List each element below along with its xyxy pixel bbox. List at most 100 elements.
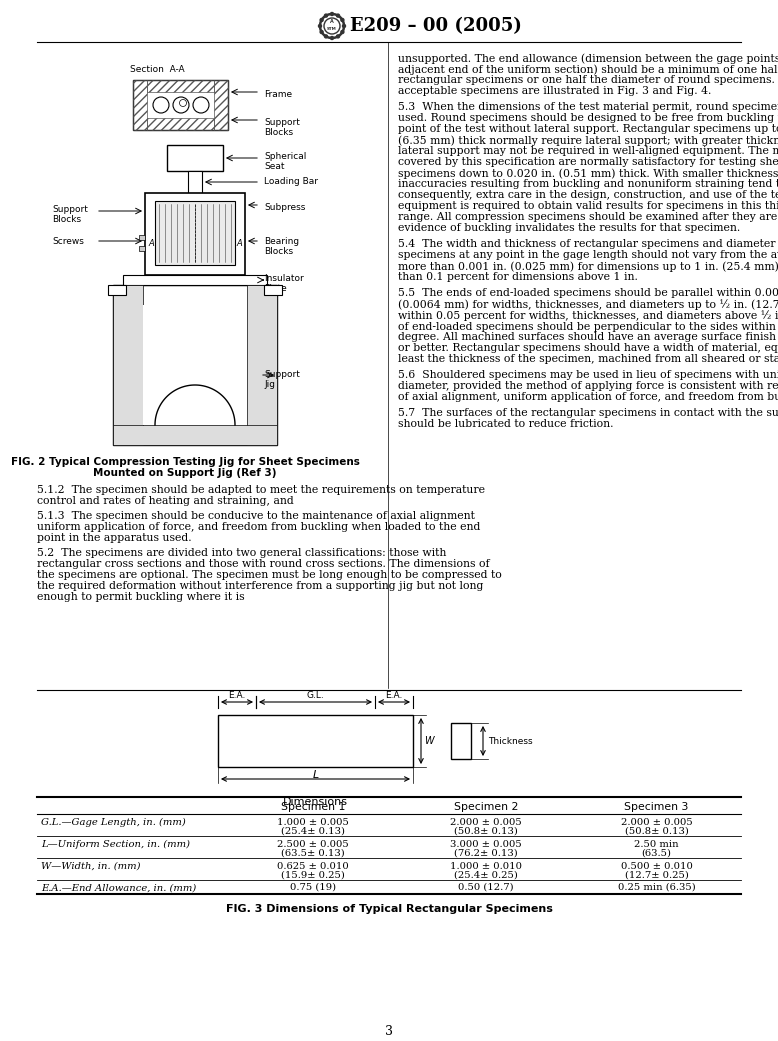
Text: rectangular cross sections and those with round cross sections. The dimensions o: rectangular cross sections and those wit… [37,559,489,569]
Text: should be lubricated to reduce friction.: should be lubricated to reduce friction. [398,418,614,429]
Bar [147,80,214,92]
Text: 5.7  The surfaces of the rectangular specimens in contact with the supporting ji: 5.7 The surfaces of the rectangular spec… [398,408,778,418]
Text: covered by this specification are normally satisfactory for testing sheet: covered by this specification are normal… [398,157,778,167]
Text: W—Width, in. (mm): W—Width, in. (mm) [41,862,141,871]
Text: E.A.: E.A. [385,691,403,700]
Circle shape [337,15,339,17]
Text: Support: Support [264,118,300,127]
Circle shape [324,35,328,37]
Text: 5.5  The ends of end-loaded specimens should be parallel within 0.00025 in.: 5.5 The ends of end-loaded specimens sho… [398,288,778,298]
Text: 0.25 min (6.35): 0.25 min (6.35) [618,883,696,891]
Bar [145,193,245,275]
Bar [451,723,471,759]
Text: lateral support may not be required in well-aligned equipment. The methods: lateral support may not be required in w… [398,146,778,156]
Bar [188,171,202,193]
Text: 5.1.3  The specimen should be conducive to the maintenance of axial alignment: 5.1.3 The specimen should be conducive t… [37,511,475,520]
Text: (0.0064 mm) for widths, thicknesses, and diameters up to ½ in. (12.7 mm) and: (0.0064 mm) for widths, thicknesses, and… [398,299,778,310]
Text: G.L.—Gage Length, in. (mm): G.L.—Gage Length, in. (mm) [41,818,186,828]
Text: Plate: Plate [264,284,287,293]
Text: Insulator: Insulator [264,274,303,283]
Text: Blocks: Blocks [52,215,81,224]
Text: FIG. 3 Dimensions of Typical Rectangular Specimens: FIG. 3 Dimensions of Typical Rectangular… [226,904,552,914]
Text: range. All compression specimens should be examined after they are tested; any: range. All compression specimens should … [398,212,778,222]
Bar [214,80,228,130]
Bar [108,285,126,295]
Circle shape [320,30,323,33]
Text: Support: Support [52,205,88,214]
Text: A: A [237,238,242,248]
Bar [113,285,143,445]
Circle shape [331,36,334,40]
Text: Spherical: Spherical [264,152,307,161]
Text: 1.000 ± 0.005: 1.000 ± 0.005 [278,818,349,827]
Text: (25.4± 0.25): (25.4± 0.25) [454,871,517,880]
Text: point of the test without lateral support. Rectangular specimens up to 0.250 in.: point of the test without lateral suppor… [398,124,778,134]
Bar [113,425,277,445]
Bar [139,246,145,251]
Text: inaccuracies resulting from buckling and nonuniform straining tend to increase;: inaccuracies resulting from buckling and… [398,179,778,189]
Text: Seat: Seat [264,162,285,171]
Text: 2.500 ± 0.005: 2.500 ± 0.005 [278,840,349,849]
Bar [113,285,277,445]
Circle shape [318,25,321,27]
Text: Support: Support [264,370,300,379]
Text: Loading Bar: Loading Bar [264,177,318,186]
Text: 5.2  The specimens are divided into two general classifications: those with: 5.2 The specimens are divided into two g… [37,548,447,558]
Text: 2.50 min: 2.50 min [634,840,679,849]
Text: Screws: Screws [52,237,84,246]
Circle shape [320,19,323,22]
Text: 5.6  Shouldered specimens may be used in lieu of specimens with uniform width or: 5.6 Shouldered specimens may be used in … [398,370,778,380]
Text: Specimen 3: Specimen 3 [624,802,689,812]
Text: 2.000 ± 0.005: 2.000 ± 0.005 [450,818,522,827]
Bar [167,145,223,171]
Circle shape [324,15,328,17]
Text: point in the apparatus used.: point in the apparatus used. [37,533,191,543]
Text: (63.5± 0.13): (63.5± 0.13) [282,849,345,858]
Text: Frame: Frame [264,90,292,99]
Text: A: A [148,238,154,248]
Text: (50.8± 0.13): (50.8± 0.13) [454,827,517,836]
Text: enough to permit buckling where it is: enough to permit buckling where it is [37,592,244,602]
Text: 5.4  The width and thickness of rectangular specimens and diameter of round: 5.4 The width and thickness of rectangul… [398,239,778,249]
Text: (76.2± 0.13): (76.2± 0.13) [454,849,517,858]
Text: (12.7± 0.25): (12.7± 0.25) [625,871,689,880]
Text: 5.1.2  The specimen should be adapted to meet the requirements on temperature: 5.1.2 The specimen should be adapted to … [37,485,485,496]
Text: L—Uniform Section, in. (mm): L—Uniform Section, in. (mm) [41,840,190,849]
Circle shape [331,12,334,16]
Text: Blocks: Blocks [264,128,293,137]
Bar [155,201,235,265]
Text: 0.625 ± 0.010: 0.625 ± 0.010 [278,862,349,871]
Text: specimens down to 0.020 in. (0.51 mm) thick. With smaller thicknesses: specimens down to 0.020 in. (0.51 mm) th… [398,168,778,179]
Text: W: W [424,736,433,746]
Text: rectangular specimens or one half the diameter of round specimens. Typical: rectangular specimens or one half the di… [398,75,778,85]
Text: used. Round specimens should be designed to be free from buckling up to the end: used. Round specimens should be designed… [398,113,778,123]
Text: (25.4± 0.13): (25.4± 0.13) [282,827,345,836]
Text: 3.000 ± 0.005: 3.000 ± 0.005 [450,840,522,849]
Text: (50.8± 0.13): (50.8± 0.13) [625,827,689,836]
Text: more than 0.001 in. (0.025 mm) for dimensions up to 1 in. (25.4 mm) or by more: more than 0.001 in. (0.025 mm) for dimen… [398,261,778,272]
Text: Section  A-A: Section A-A [130,65,184,74]
Text: (63.5): (63.5) [642,849,671,858]
Text: within 0.05 percent for widths, thicknesses, and diameters above ½ in. The ends: within 0.05 percent for widths, thicknes… [398,310,778,321]
Text: specimens at any point in the gage length should not vary from the average by: specimens at any point in the gage lengt… [398,250,778,260]
Bar [147,118,214,130]
Bar [123,275,267,285]
Text: Thickness: Thickness [488,736,533,745]
Text: degree. All machined surfaces should have an average surface finish of 63 μ in.: degree. All machined surfaces should hav… [398,332,778,342]
Bar [264,285,282,295]
Text: Blocks: Blocks [264,247,293,256]
Text: than 0.1 percent for dimensions above 1 in.: than 0.1 percent for dimensions above 1 … [398,272,638,282]
Text: Specimen 2: Specimen 2 [454,802,518,812]
Text: of axial alignment, uniform application of force, and freedom from buckling.: of axial alignment, uniform application … [398,392,778,402]
Text: G.L.: G.L. [307,691,324,700]
Text: 3: 3 [385,1025,393,1038]
Bar [133,80,147,130]
Text: FIG. 2 Typical Compression Testing Jig for Sheet Specimens: FIG. 2 Typical Compression Testing Jig f… [11,457,359,467]
Text: L: L [313,770,319,780]
Text: the required deformation without interference from a supporting jig but not long: the required deformation without interfe… [37,581,483,591]
Text: Mounted on Support Jig (Ref 3): Mounted on Support Jig (Ref 3) [93,468,277,478]
Text: least the thickness of the specimen, machined from all sheared or stamped edges.: least the thickness of the specimen, mac… [398,354,778,364]
Text: unsupported. The end allowance (dimension between the gage points and the: unsupported. The end allowance (dimensio… [398,53,778,64]
Text: E209 – 00 (2005): E209 – 00 (2005) [350,17,522,35]
Bar [139,235,145,240]
